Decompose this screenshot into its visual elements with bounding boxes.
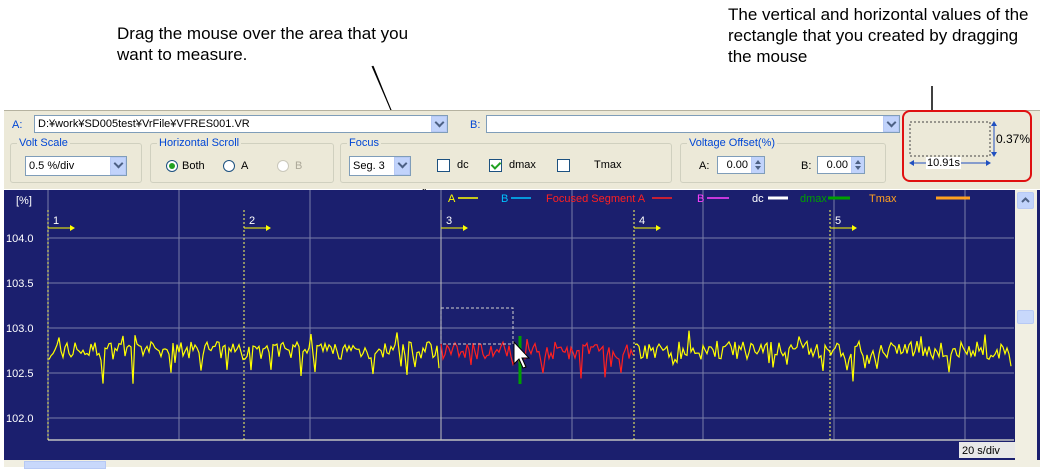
waveform-canvas[interactable]: 104.0 103.5 103.0 102.5 102.0 1 2 3 4 5 A B Focuse…: [4, 190, 1015, 460]
y-tick-label: 103.0: [6, 323, 34, 335]
legend-label: A: [448, 193, 456, 205]
radio-both-label: Both: [182, 160, 205, 172]
volt-scale-value: 0.5 %/div: [29, 160, 75, 172]
dc-checkbox[interactable]: [437, 159, 450, 172]
measure-rect-icon: [909, 121, 997, 166]
volt-scale-title: Volt Scale: [17, 136, 70, 150]
horizontal-scroll-title: Horizontal Scroll: [157, 136, 242, 150]
signal-a-trace: [48, 332, 440, 384]
segment-arrow-head: [70, 225, 75, 231]
offset-b-label: B:: [801, 160, 812, 172]
scroll-thumb[interactable]: [1017, 310, 1034, 324]
radio-a[interactable]: [223, 160, 235, 172]
volt-scale-group: Volt Scale 0.5 %/div: [10, 136, 142, 183]
legend-label: dc: [752, 193, 764, 205]
waveform-plot[interactable]: 104.0 103.5 103.0 102.5 102.0 1 2 3 4 5 A B Focuse…: [4, 190, 1040, 460]
vertical-scrollbar[interactable]: [1015, 190, 1037, 460]
legend-label: B: [697, 193, 704, 205]
file-b-combo[interactable]: [486, 115, 900, 133]
y-tick-label: 103.5: [6, 278, 34, 290]
segment-select[interactable]: Seg. 3: [349, 156, 411, 176]
segment-number: 5: [835, 215, 841, 227]
offset-a-label: A:: [699, 160, 710, 172]
offset-b-value: 0.00: [826, 159, 848, 171]
control-panel: A: D:¥work¥SD005test¥VrFile¥VFRES001.VR …: [4, 110, 1040, 189]
chevron-down-icon[interactable]: [110, 157, 126, 175]
hscroll-thumb[interactable]: [24, 461, 106, 469]
radio-a-label: A: [241, 160, 249, 172]
dmax-checkbox[interactable]: [489, 159, 502, 172]
y-unit-label: [%]: [16, 195, 32, 207]
offset-b-spinner[interactable]: 0.00: [817, 156, 865, 174]
chevron-down-icon[interactable]: [431, 116, 447, 132]
y-tick-label: 102.5: [6, 368, 34, 380]
tmax-checkbox[interactable]: [557, 159, 570, 172]
spinner-arrows-icon[interactable]: [851, 157, 864, 173]
scroll-up-button[interactable]: [1017, 192, 1034, 209]
segment-arrow-head: [852, 225, 857, 231]
dc-label: dc: [457, 159, 469, 171]
chevron-up-icon: [1021, 197, 1030, 203]
values-callout: The vertical and horizontal values of th…: [728, 5, 1029, 66]
y-tick-label: 102.0: [6, 413, 34, 425]
drag-callout: Drag the mouse over the area that you wa…: [117, 24, 409, 64]
chevron-down-icon[interactable]: [394, 157, 410, 175]
segment-arrow-head: [656, 225, 661, 231]
file-a-label: A:: [12, 119, 23, 131]
segment-value: Seg. 3: [353, 160, 385, 172]
horizontal-scrollbar[interactable]: [4, 460, 1040, 469]
radio-both[interactable]: [166, 160, 178, 172]
signal-a-trace: [634, 330, 1012, 382]
measure-selection-rect: [440, 307, 514, 345]
file-a-path: D:¥work¥SD005test¥VrFile¥VFRES001.VR: [38, 118, 250, 130]
y-tick-label: 104.0: [6, 233, 34, 245]
file-a-combo[interactable]: D:¥work¥SD005test¥VrFile¥VFRES001.VR: [34, 115, 448, 133]
time-scale-label: 20 s/div: [962, 445, 1000, 457]
offset-a-spinner[interactable]: 0.00: [717, 156, 765, 174]
dmax-label: dmax: [509, 159, 536, 171]
voltage-offset-title: Voltage Offset(%): [687, 136, 778, 150]
segment-number: 4: [639, 215, 645, 227]
focus-title: Focus: [347, 136, 381, 150]
tmax-label: Tmax: [594, 159, 622, 171]
segment-arrow-head: [266, 225, 271, 231]
chevron-down-icon[interactable]: [883, 116, 899, 132]
segment-arrow-head: [463, 225, 468, 231]
measure-vertical: 0.37%: [996, 132, 1031, 146]
offset-a-value: 0.00: [726, 159, 748, 171]
segment-number: 2: [249, 215, 255, 227]
legend-label: Tmax: [869, 193, 897, 205]
legend-label: Focused Segment A: [546, 193, 646, 205]
focused-segment-trace: [440, 338, 634, 379]
voltage-offset-group: Voltage Offset(%) A: 0.00 B: 0.00: [680, 136, 886, 183]
measure-horizontal: 10.91s: [926, 157, 962, 169]
segment-number: 1: [53, 215, 59, 227]
legend-label: B: [501, 193, 508, 205]
spinner-arrows-icon[interactable]: [751, 157, 764, 173]
legend-label: dmax: [800, 193, 827, 205]
radio-b: [277, 160, 289, 172]
horizontal-scroll-group: Horizontal Scroll Both A B: [150, 136, 334, 183]
measurement-readout: 0.37% 10.91s: [902, 110, 1032, 182]
volt-scale-select[interactable]: 0.5 %/div: [25, 156, 127, 176]
file-b-label: B:: [470, 119, 481, 131]
radio-b-label: B: [295, 160, 303, 172]
focus-group: Focus Seg. 3 dc dmax Tmax: [340, 136, 672, 183]
mouse-cursor-icon: [513, 340, 531, 369]
segment-number: 3: [446, 215, 452, 227]
